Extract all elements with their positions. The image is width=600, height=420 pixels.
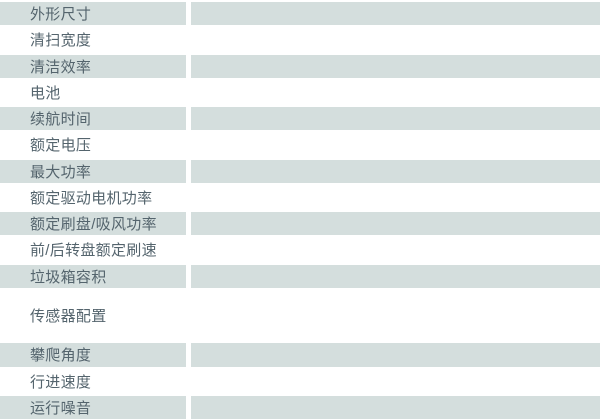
table-row: 清洁效率 — [0, 52, 600, 79]
spec-label: 前/后转盘额定刷速 — [0, 236, 186, 263]
column-divider — [186, 157, 191, 184]
spec-label: 攀爬角度 — [0, 341, 186, 368]
column-divider — [186, 236, 191, 263]
column-divider — [186, 367, 191, 394]
table-row: 攀爬角度 — [0, 341, 600, 368]
table-row: 最大功率 — [0, 157, 600, 184]
spec-label: 运行噪音 — [0, 393, 186, 420]
spec-value — [191, 341, 600, 368]
spec-value — [191, 262, 600, 289]
spec-value — [191, 288, 600, 342]
spec-value — [191, 26, 600, 53]
table-row: 清扫宽度 — [0, 26, 600, 53]
table-row: 电池 — [0, 78, 600, 105]
spec-label: 清扫宽度 — [0, 26, 186, 53]
spec-value — [191, 105, 600, 132]
spec-label: 额定驱动电机功率 — [0, 183, 186, 210]
column-divider — [186, 105, 191, 132]
spec-label: 续航时间 — [0, 105, 186, 132]
table-row: 行进速度 — [0, 367, 600, 394]
table-row: 外形尺寸 — [0, 0, 600, 27]
table-row: 额定刷盘/吸风功率 — [0, 210, 600, 237]
table-row: 前/后转盘额定刷速 — [0, 236, 600, 263]
spec-label: 电池 — [0, 78, 186, 105]
table-row: 传感器配置 — [0, 288, 600, 342]
column-divider — [186, 393, 191, 420]
table-row: 额定驱动电机功率 — [0, 183, 600, 210]
column-divider — [186, 0, 191, 27]
spec-label: 最大功率 — [0, 157, 186, 184]
column-divider — [186, 52, 191, 79]
column-divider — [186, 26, 191, 53]
table-row: 额定电压 — [0, 131, 600, 158]
spec-label: 传感器配置 — [0, 288, 186, 342]
table-row: 垃圾箱容积 — [0, 262, 600, 289]
spec-value — [191, 393, 600, 420]
column-divider — [186, 183, 191, 210]
spec-label: 垃圾箱容积 — [0, 262, 186, 289]
column-divider — [186, 210, 191, 237]
spec-value — [191, 236, 600, 263]
spec-label: 清洁效率 — [0, 52, 186, 79]
spec-label: 外形尺寸 — [0, 0, 186, 27]
spec-value — [191, 183, 600, 210]
spec-label: 行进速度 — [0, 367, 186, 394]
spec-value — [191, 157, 600, 184]
column-divider — [186, 341, 191, 368]
spec-value — [191, 78, 600, 105]
column-divider — [186, 288, 191, 342]
column-divider — [186, 262, 191, 289]
spec-value — [191, 52, 600, 79]
table-row: 续航时间 — [0, 105, 600, 132]
spec-value — [191, 210, 600, 237]
spec-value — [191, 0, 600, 27]
table-row: 运行噪音 — [0, 393, 600, 420]
spec-value — [191, 131, 600, 158]
spec-value — [191, 367, 600, 394]
column-divider — [186, 78, 191, 105]
column-divider — [186, 131, 191, 158]
spec-label: 额定刷盘/吸风功率 — [0, 210, 186, 237]
spec-label: 额定电压 — [0, 131, 186, 158]
